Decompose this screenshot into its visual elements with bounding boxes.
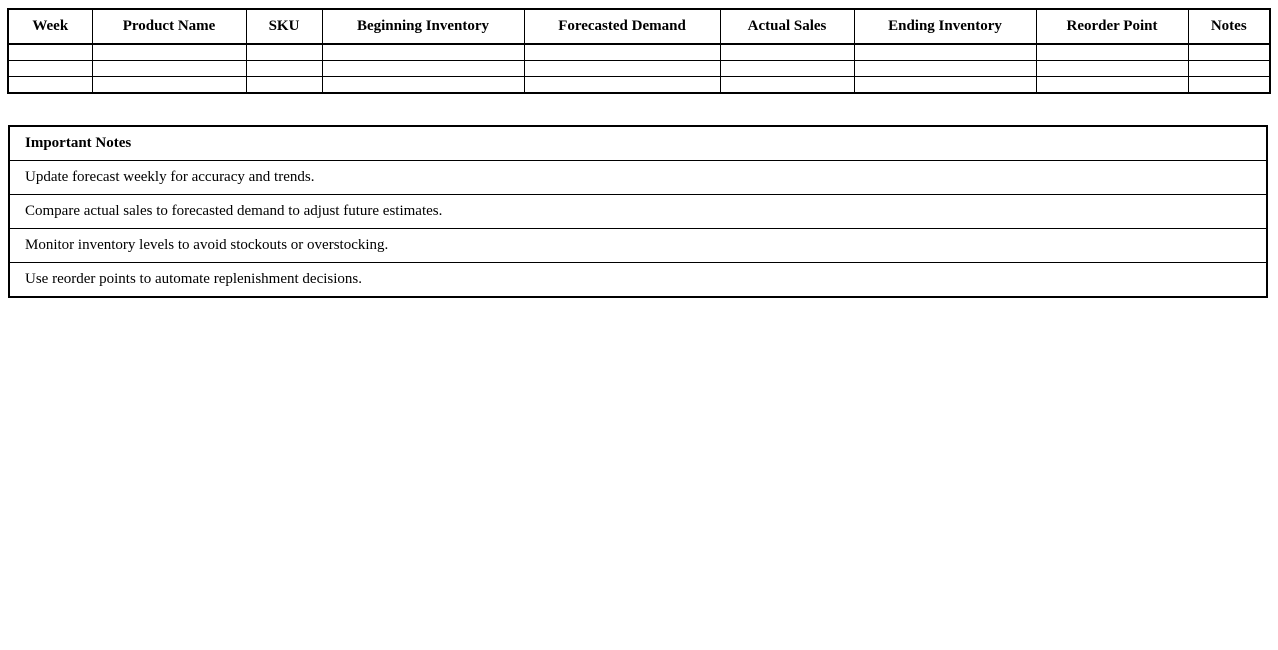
inventory-cell[interactable] bbox=[245, 76, 323, 94]
inventory-cell[interactable] bbox=[719, 60, 855, 77]
inventory-cell[interactable] bbox=[7, 60, 93, 77]
column-header-ending-inventory: Ending Inventory bbox=[853, 8, 1037, 45]
note-row: Compare actual sales to forecasted deman… bbox=[8, 194, 1268, 229]
inventory-cell[interactable] bbox=[1035, 76, 1189, 94]
notes-header: Important Notes bbox=[8, 125, 1268, 161]
inventory-cell[interactable] bbox=[719, 76, 855, 94]
column-header-actual-sales: Actual Sales bbox=[719, 8, 855, 45]
inventory-cell[interactable] bbox=[523, 76, 721, 94]
note-item: Use reorder points to automate replenish… bbox=[8, 262, 1268, 298]
note-item: Monitor inventory levels to avoid stocko… bbox=[8, 228, 1268, 263]
inventory-empty-row bbox=[7, 60, 1271, 77]
inventory-cell[interactable] bbox=[321, 76, 525, 94]
inventory-cell[interactable] bbox=[1187, 43, 1271, 61]
inventory-cell[interactable] bbox=[523, 60, 721, 77]
inventory-empty-row bbox=[7, 76, 1271, 94]
inventory-cell[interactable] bbox=[853, 60, 1037, 77]
column-header-notes: Notes bbox=[1187, 8, 1271, 45]
inventory-cell[interactable] bbox=[7, 43, 93, 61]
inventory-cell[interactable] bbox=[91, 60, 247, 77]
column-header-beginning-inventory: Beginning Inventory bbox=[321, 8, 525, 45]
inventory-empty-row bbox=[7, 43, 1271, 61]
inventory-cell[interactable] bbox=[1187, 60, 1271, 77]
note-row: Use reorder points to automate replenish… bbox=[8, 262, 1268, 298]
inventory-table: Week Product Name SKU Beginning Inventor… bbox=[7, 8, 1271, 94]
inventory-cell[interactable] bbox=[1035, 43, 1189, 61]
column-header-product-name: Product Name bbox=[91, 8, 247, 45]
inventory-cell[interactable] bbox=[91, 76, 247, 94]
column-header-reorder-point: Reorder Point bbox=[1035, 8, 1189, 45]
inventory-cell[interactable] bbox=[245, 60, 323, 77]
notes-table: Important Notes Update forecast weekly f… bbox=[8, 125, 1268, 298]
inventory-cell[interactable] bbox=[245, 43, 323, 61]
column-header-week: Week bbox=[7, 8, 93, 45]
inventory-cell[interactable] bbox=[1035, 60, 1189, 77]
inventory-cell[interactable] bbox=[523, 43, 721, 61]
inventory-cell[interactable] bbox=[321, 43, 525, 61]
note-row: Monitor inventory levels to avoid stocko… bbox=[8, 228, 1268, 263]
inventory-cell[interactable] bbox=[321, 60, 525, 77]
column-header-forecasted-demand: Forecasted Demand bbox=[523, 8, 721, 45]
inventory-cell[interactable] bbox=[7, 76, 93, 94]
inventory-cell[interactable] bbox=[853, 76, 1037, 94]
note-item: Compare actual sales to forecasted deman… bbox=[8, 194, 1268, 229]
inventory-header-row: Week Product Name SKU Beginning Inventor… bbox=[7, 8, 1271, 45]
notes-header-row: Important Notes bbox=[8, 125, 1268, 161]
column-header-sku: SKU bbox=[245, 8, 323, 45]
note-item: Update forecast weekly for accuracy and … bbox=[8, 160, 1268, 195]
inventory-cell[interactable] bbox=[853, 43, 1037, 61]
note-row: Update forecast weekly for accuracy and … bbox=[8, 160, 1268, 195]
inventory-cell[interactable] bbox=[1187, 76, 1271, 94]
inventory-cell[interactable] bbox=[91, 43, 247, 61]
inventory-cell[interactable] bbox=[719, 43, 855, 61]
